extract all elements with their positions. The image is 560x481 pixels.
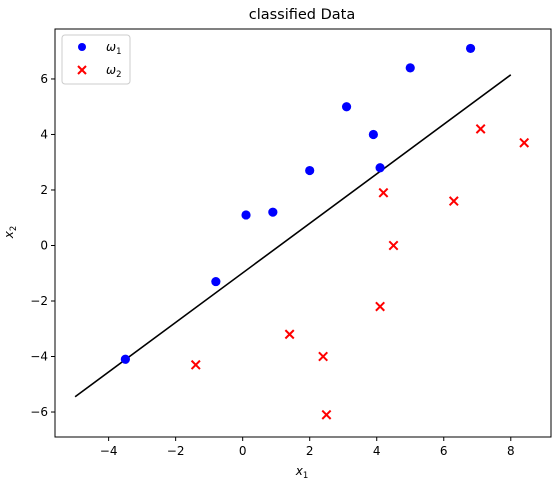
legend-label-omega1: ω1 [106, 40, 121, 57]
point-omega1-7 [375, 163, 385, 173]
x-tick-label: 8 [507, 444, 515, 458]
series-2 [190, 124, 530, 420]
point-omega2-7 [448, 196, 459, 206]
legend-label-omega1-base: ω [106, 40, 116, 54]
y-tick-label: 2 [40, 183, 48, 197]
point-omega2-8 [475, 124, 486, 134]
legend-marker-omega1 [78, 43, 86, 51]
point-omega2-1 [284, 329, 295, 340]
point-omega1-0 [120, 354, 130, 364]
point-omega1-3 [268, 207, 278, 217]
point-omega1-4 [305, 165, 315, 176]
y-tick-label: −6 [30, 405, 48, 419]
point-omega1-6 [368, 129, 378, 140]
point-omega2-0 [190, 359, 201, 370]
point-omega1-5 [341, 102, 352, 112]
point-omega2-5 [378, 187, 389, 198]
point-omega1-9 [465, 43, 476, 54]
legend-label-omega2-sub: 2 [116, 70, 121, 80]
point-omega2-4 [375, 301, 385, 312]
x-tick-label: 0 [239, 444, 247, 458]
legend-marker-omega2 [77, 65, 87, 75]
point-omega1-1 [211, 276, 221, 287]
legend-label-omega2: ω2 [106, 63, 121, 80]
point-omega2-6 [388, 240, 399, 251]
chart-title: classified Data [249, 7, 356, 23]
x-axis-label: x1 [295, 464, 309, 481]
y-tick-label: −2 [30, 294, 48, 308]
plot-area: −4 −2 0 2 4 6 8 −6 −4 −2 0 2 4 6 [30, 28, 552, 458]
legend: ω1 ω2 [61, 34, 131, 85]
point-omega1-8 [405, 63, 415, 73]
point-omega1-2 [241, 210, 251, 220]
x-tick-label: −2 [167, 444, 185, 458]
x-axis-label-base: x [295, 464, 304, 478]
x-tick-label: 4 [373, 444, 381, 458]
x-tick-label: 2 [306, 444, 314, 458]
y-tick-label: −4 [30, 350, 48, 364]
x-tick-label: 6 [440, 444, 448, 458]
point-omega2-2 [318, 351, 329, 362]
point-omega2-9 [519, 137, 530, 148]
y-axis-label: x2 [2, 226, 19, 240]
decision-boundary-line [74, 74, 512, 398]
legend-label-omega1-sub: 1 [116, 47, 121, 57]
y-axis-label-sub: 2 [9, 226, 19, 231]
legend-label-omega2-base: ω [106, 63, 116, 77]
x-axis-label-sub: 1 [303, 471, 308, 481]
point-omega2-3 [321, 409, 332, 420]
y-tick-label: 6 [40, 72, 48, 86]
series-1 [120, 43, 476, 364]
y-tick-label: 0 [40, 238, 48, 252]
y-axis-label-base: x [2, 230, 16, 239]
y-tick-label: 4 [40, 127, 48, 141]
axes-frame [54, 28, 552, 438]
x-tick-label: −4 [100, 444, 118, 458]
